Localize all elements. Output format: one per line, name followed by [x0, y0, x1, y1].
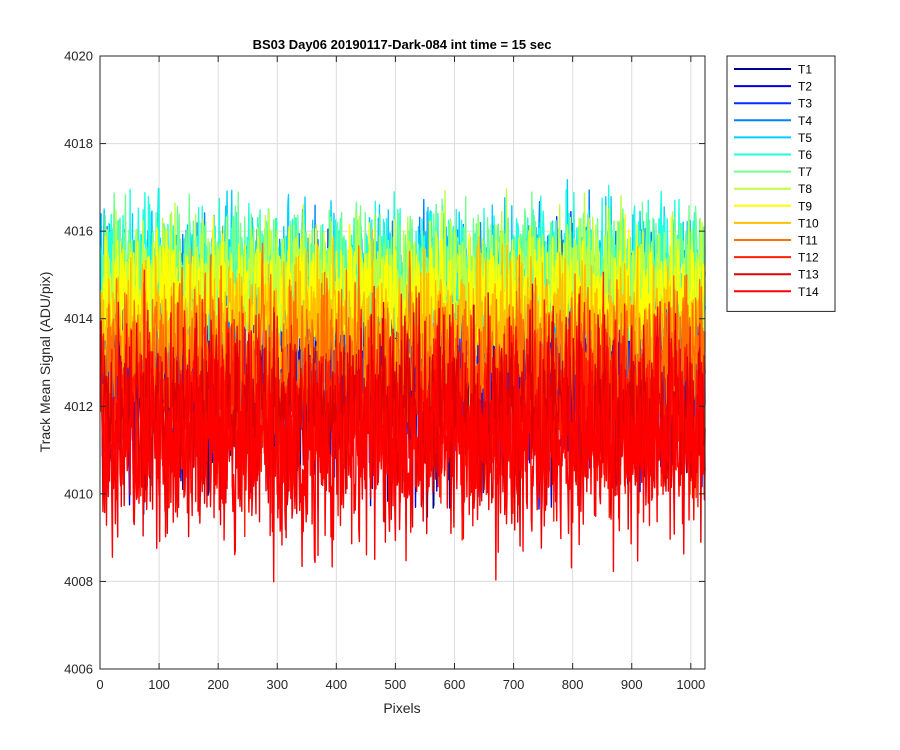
legend-label-t1: T1 [798, 63, 812, 77]
axes-box [99, 55, 706, 670]
x-tick-label: 700 [503, 677, 525, 692]
y-tick-label: 4014 [64, 311, 93, 326]
x-tick-label: 1000 [676, 677, 705, 692]
x-tick-label: 100 [148, 677, 170, 692]
y-tick-label: 4016 [64, 224, 93, 239]
x-tick-label: 0 [96, 677, 103, 692]
y-tick-label: 4020 [64, 49, 93, 64]
legend-label-t12: T12 [798, 251, 819, 265]
legend-label-t10: T10 [798, 216, 819, 230]
x-tick-label: 600 [444, 677, 466, 692]
x-tick-label: 500 [385, 677, 407, 692]
x-axis-title: Pixels [383, 700, 420, 716]
legend-label-t13: T13 [798, 268, 819, 282]
legend-label-t2: T2 [798, 80, 812, 94]
series-lines [99, 179, 706, 583]
chart-title: BS03 Day06 20190117-Dark-084 int time = … [253, 37, 552, 52]
axes: 0 100 200 300 400 500 600 700 800 900 1000 4006 4008… [64, 49, 706, 692]
legend-label-t4: T4 [798, 114, 812, 128]
legend-label-t11: T11 [798, 234, 818, 248]
legend-label-t3: T3 [798, 97, 812, 111]
y-tick-label: 4008 [64, 574, 93, 589]
y-tick-label: 4010 [64, 486, 93, 501]
legend-label-t14: T14 [798, 285, 819, 299]
legend: T1 T2 T3 T4 T5 T6 T7 T8 T9 T10 T11 T12 T13 T14 [726, 55, 836, 312]
x-tick-label: 300 [266, 677, 288, 692]
x-tick-label: 200 [207, 677, 229, 692]
y-tick-label: 4012 [64, 399, 93, 414]
legend-box [726, 55, 836, 312]
x-tick-label: 400 [325, 677, 347, 692]
x-tick-label: 800 [562, 677, 584, 692]
x-tick-label: 900 [621, 677, 643, 692]
legend-label-t8: T8 [798, 182, 812, 196]
legend-label-t9: T9 [798, 199, 812, 213]
series-line-t14 [99, 301, 706, 583]
legend-label-t6: T6 [798, 148, 812, 162]
y-tick-label: 4018 [64, 136, 93, 151]
y-tick-label: 4006 [64, 662, 93, 677]
legend-label-t7: T7 [798, 165, 812, 179]
y-axis-title: Track Mean Signal (ADU/pix) [37, 272, 53, 453]
legend-label-t5: T5 [798, 131, 812, 145]
